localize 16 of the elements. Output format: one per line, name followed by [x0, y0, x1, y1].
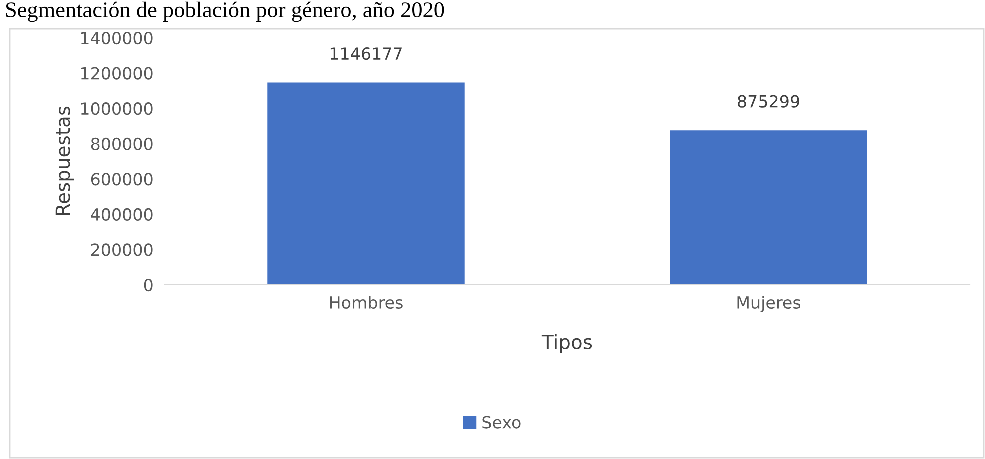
- y-tick-label: 1200000: [81, 67, 153, 80]
- y-tick-label: 0: [144, 278, 153, 292]
- data-label: 875299: [738, 95, 800, 108]
- chart-title: Segmentación de población por género, año 2020: [6, 2, 444, 22]
- y-tick-label: 1400000: [81, 32, 153, 45]
- y-tick-label: 200000: [91, 244, 153, 256]
- y-tick-label: 600000: [91, 173, 153, 186]
- y-axis-title: Respuestas: [56, 106, 74, 216]
- x-tick-label: Mujeres: [738, 296, 801, 312]
- legend-label: Sexo: [482, 416, 521, 429]
- data-label: 1146177: [330, 48, 402, 60]
- y-tick-label: 1000000: [81, 102, 153, 116]
- y-tick-label: 800000: [91, 138, 153, 150]
- x-axis-title: Tipos: [542, 334, 592, 354]
- x-tick-label: Hombres: [330, 296, 403, 310]
- y-tick-label: 400000: [91, 208, 153, 221]
